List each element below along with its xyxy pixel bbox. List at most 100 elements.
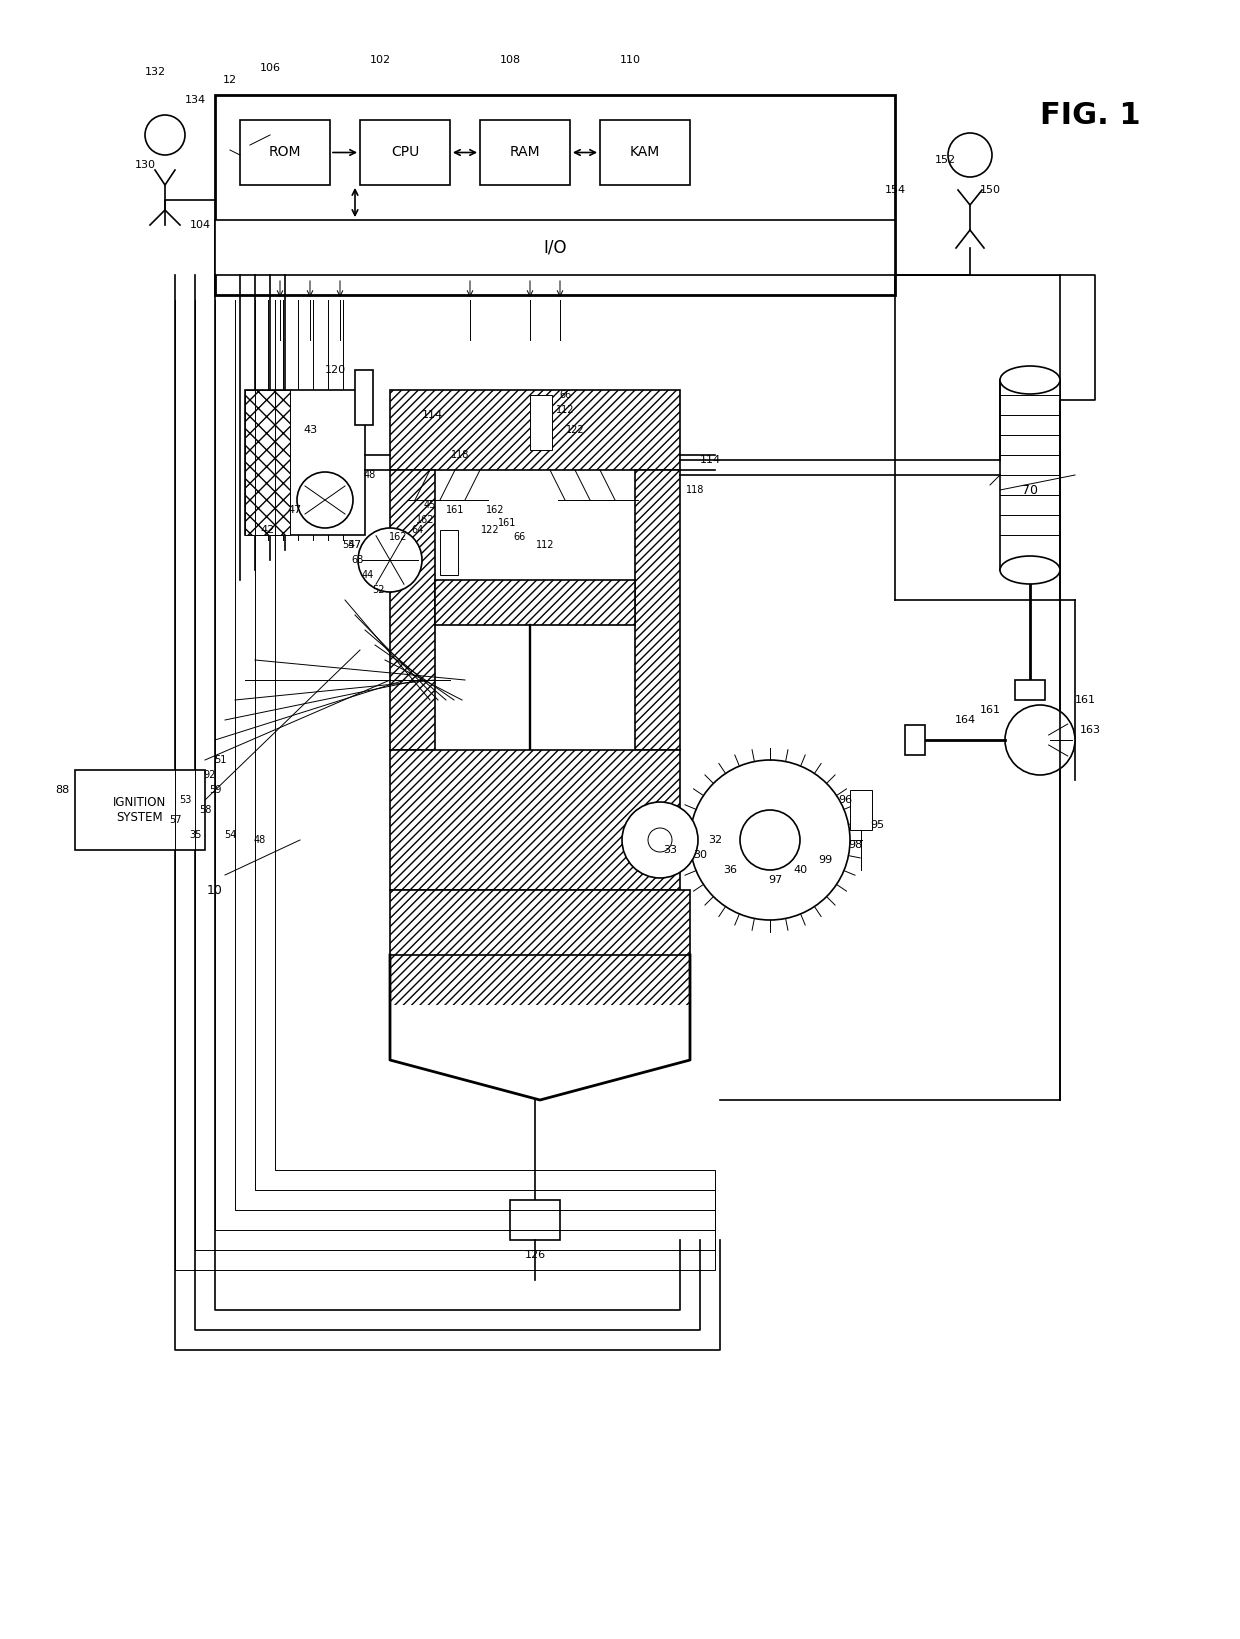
Text: 99: 99 <box>818 856 832 865</box>
Text: ROM: ROM <box>269 146 301 159</box>
Circle shape <box>949 133 992 177</box>
Ellipse shape <box>999 556 1060 583</box>
Text: 106: 106 <box>259 62 280 74</box>
Text: 45: 45 <box>424 500 436 510</box>
Text: 162: 162 <box>486 505 505 515</box>
Bar <box>905 724 925 756</box>
Text: 112: 112 <box>536 539 554 551</box>
Text: 53: 53 <box>179 795 191 805</box>
Text: 118: 118 <box>451 451 469 461</box>
Bar <box>510 1200 560 1241</box>
Text: 134: 134 <box>185 95 206 105</box>
Text: 152: 152 <box>935 156 956 166</box>
Text: 30: 30 <box>693 851 707 860</box>
Text: 44: 44 <box>362 570 374 580</box>
Bar <box>529 395 552 451</box>
Text: 47: 47 <box>288 505 303 515</box>
Text: 59: 59 <box>208 785 221 795</box>
Text: 162: 162 <box>415 515 434 524</box>
Text: 126: 126 <box>525 1251 546 1260</box>
Bar <box>74 770 205 851</box>
Bar <box>391 751 680 890</box>
Text: FIG. 1: FIG. 1 <box>1039 100 1141 129</box>
Text: I/O: I/O <box>543 239 567 256</box>
Text: 118: 118 <box>686 485 704 495</box>
Text: 64: 64 <box>412 524 424 534</box>
Circle shape <box>1004 705 1075 775</box>
Text: 48: 48 <box>363 470 376 480</box>
Text: 58: 58 <box>198 805 211 815</box>
Text: KAM: KAM <box>630 146 660 159</box>
Text: 130: 130 <box>134 161 155 170</box>
Bar <box>435 580 635 624</box>
Text: 97: 97 <box>768 875 782 885</box>
Text: 70: 70 <box>1022 484 1038 497</box>
Text: 35: 35 <box>188 829 201 841</box>
Text: 161: 161 <box>980 705 1001 715</box>
Text: 54: 54 <box>223 829 236 841</box>
Text: 33: 33 <box>663 846 677 856</box>
Text: 108: 108 <box>500 56 521 66</box>
Text: 96: 96 <box>838 795 852 805</box>
Text: CPU: CPU <box>391 146 419 159</box>
Text: 32: 32 <box>708 834 722 846</box>
Text: 51: 51 <box>213 756 226 765</box>
Text: 12: 12 <box>223 75 237 85</box>
Text: 150: 150 <box>980 185 1001 195</box>
Circle shape <box>622 801 698 879</box>
Text: 47: 47 <box>348 539 362 551</box>
Circle shape <box>740 810 800 870</box>
Text: 36: 36 <box>723 865 737 875</box>
Text: 92: 92 <box>203 770 216 780</box>
Text: 98: 98 <box>848 841 862 851</box>
Circle shape <box>298 472 353 528</box>
Text: 112: 112 <box>556 405 574 415</box>
Text: 163: 163 <box>1080 724 1101 734</box>
Text: 104: 104 <box>190 220 211 229</box>
Text: 88: 88 <box>56 785 69 795</box>
Text: 68: 68 <box>352 556 365 565</box>
Text: 162: 162 <box>389 533 407 543</box>
Text: 66: 66 <box>513 533 526 543</box>
Text: 114: 114 <box>699 456 720 465</box>
Text: 122: 122 <box>481 524 500 534</box>
Bar <box>246 390 365 534</box>
Circle shape <box>145 115 185 156</box>
Bar <box>391 956 689 1005</box>
Text: 161: 161 <box>446 505 464 515</box>
Text: 43: 43 <box>303 425 317 434</box>
Text: 161: 161 <box>497 518 516 528</box>
Bar <box>215 95 895 295</box>
Text: 42: 42 <box>260 524 275 534</box>
Circle shape <box>649 828 672 852</box>
Bar <box>600 120 689 185</box>
Bar <box>391 890 689 956</box>
Text: 132: 132 <box>144 67 166 77</box>
Text: 57: 57 <box>169 815 181 824</box>
Text: 66: 66 <box>559 390 572 400</box>
Bar <box>246 390 290 534</box>
Bar <box>999 380 1060 570</box>
Bar <box>360 120 450 185</box>
Text: 122: 122 <box>565 425 584 434</box>
Bar <box>215 220 895 275</box>
Bar <box>440 529 458 575</box>
Text: 55: 55 <box>342 539 355 551</box>
Text: 40: 40 <box>792 865 807 875</box>
Circle shape <box>689 760 849 919</box>
Text: 154: 154 <box>884 185 905 195</box>
Text: 48: 48 <box>254 834 267 846</box>
Text: 52: 52 <box>372 585 384 595</box>
Text: 10: 10 <box>207 883 223 897</box>
Bar <box>391 390 680 470</box>
Bar <box>635 470 680 751</box>
Text: 95: 95 <box>870 820 884 829</box>
Bar <box>355 370 373 425</box>
Bar <box>1016 680 1045 700</box>
Bar <box>391 470 435 751</box>
Bar <box>849 790 872 829</box>
Bar <box>241 120 330 185</box>
Circle shape <box>358 528 422 592</box>
Text: RAM: RAM <box>510 146 541 159</box>
Text: IGNITION
SYSTEM: IGNITION SYSTEM <box>113 797 166 824</box>
